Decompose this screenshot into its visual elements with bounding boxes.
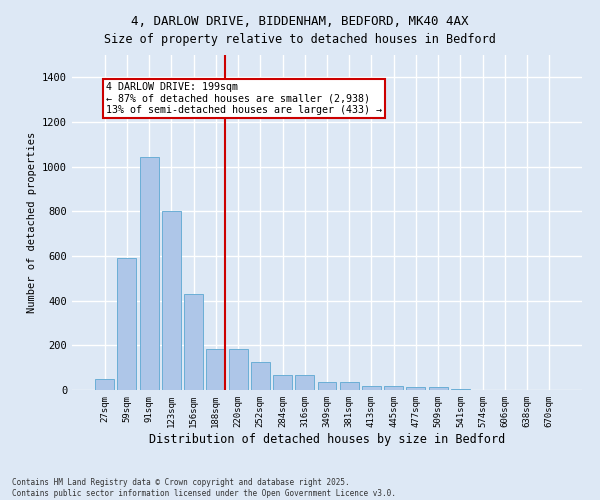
Y-axis label: Number of detached properties: Number of detached properties (26, 132, 37, 313)
Bar (95, 379, 114, 390)
Text: Size of property relative to detached houses in Bedford: Size of property relative to detached ho… (104, 32, 496, 46)
Bar (317, 382, 337, 390)
Bar (362, 386, 381, 390)
Bar (429, 388, 448, 390)
Bar (384, 386, 403, 390)
Bar (406, 388, 425, 390)
Bar (451, 388, 470, 390)
Bar (118, 258, 136, 390)
X-axis label: Distribution of detached houses by size in Bedford: Distribution of detached houses by size … (149, 432, 505, 446)
Bar (162, 212, 181, 390)
Text: 4 DARLOW DRIVE: 199sqm
← 87% of detached houses are smaller (2,938)
13% of semi-: 4 DARLOW DRIVE: 199sqm ← 87% of detached… (106, 82, 382, 115)
Bar (140, 156, 158, 390)
Bar (295, 376, 314, 390)
Bar (251, 362, 270, 390)
Bar (273, 376, 292, 390)
Bar (184, 294, 203, 390)
Text: Contains HM Land Registry data © Crown copyright and database right 2025.
Contai: Contains HM Land Registry data © Crown c… (12, 478, 396, 498)
Bar (229, 348, 248, 390)
Bar (206, 348, 225, 390)
Bar (340, 382, 359, 390)
Text: 4, DARLOW DRIVE, BIDDENHAM, BEDFORD, MK40 4AX: 4, DARLOW DRIVE, BIDDENHAM, BEDFORD, MK4… (131, 15, 469, 28)
